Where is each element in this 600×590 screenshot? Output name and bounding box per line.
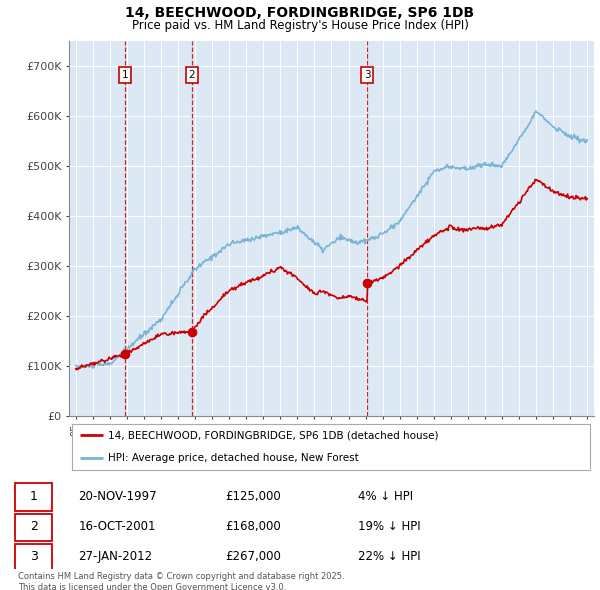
Text: 2: 2: [30, 520, 38, 533]
Text: 2: 2: [188, 70, 195, 80]
Text: Price paid vs. HM Land Registry's House Price Index (HPI): Price paid vs. HM Land Registry's House …: [131, 19, 469, 32]
Text: 14, BEECHWOOD, FORDINGBRIDGE, SP6 1DB: 14, BEECHWOOD, FORDINGBRIDGE, SP6 1DB: [125, 6, 475, 20]
Text: 19% ↓ HPI: 19% ↓ HPI: [358, 520, 420, 533]
Text: £267,000: £267,000: [225, 550, 281, 563]
Text: £168,000: £168,000: [225, 520, 281, 533]
Text: 27-JAN-2012: 27-JAN-2012: [78, 550, 152, 563]
Text: 1: 1: [30, 490, 38, 503]
Text: 1: 1: [122, 70, 128, 80]
Text: HPI: Average price, detached house, New Forest: HPI: Average price, detached house, New …: [109, 454, 359, 464]
FancyBboxPatch shape: [15, 544, 52, 571]
Text: 22% ↓ HPI: 22% ↓ HPI: [358, 550, 420, 563]
Text: 3: 3: [30, 550, 38, 563]
FancyBboxPatch shape: [71, 424, 590, 470]
Text: 20-NOV-1997: 20-NOV-1997: [78, 490, 157, 503]
Text: 3: 3: [364, 70, 371, 80]
Text: £125,000: £125,000: [225, 490, 281, 503]
Text: Contains HM Land Registry data © Crown copyright and database right 2025.
This d: Contains HM Land Registry data © Crown c…: [18, 572, 344, 590]
FancyBboxPatch shape: [15, 513, 52, 541]
Text: 4% ↓ HPI: 4% ↓ HPI: [358, 490, 413, 503]
Text: 14, BEECHWOOD, FORDINGBRIDGE, SP6 1DB (detached house): 14, BEECHWOOD, FORDINGBRIDGE, SP6 1DB (d…: [109, 430, 439, 440]
FancyBboxPatch shape: [15, 483, 52, 511]
Text: 16-OCT-2001: 16-OCT-2001: [78, 520, 156, 533]
